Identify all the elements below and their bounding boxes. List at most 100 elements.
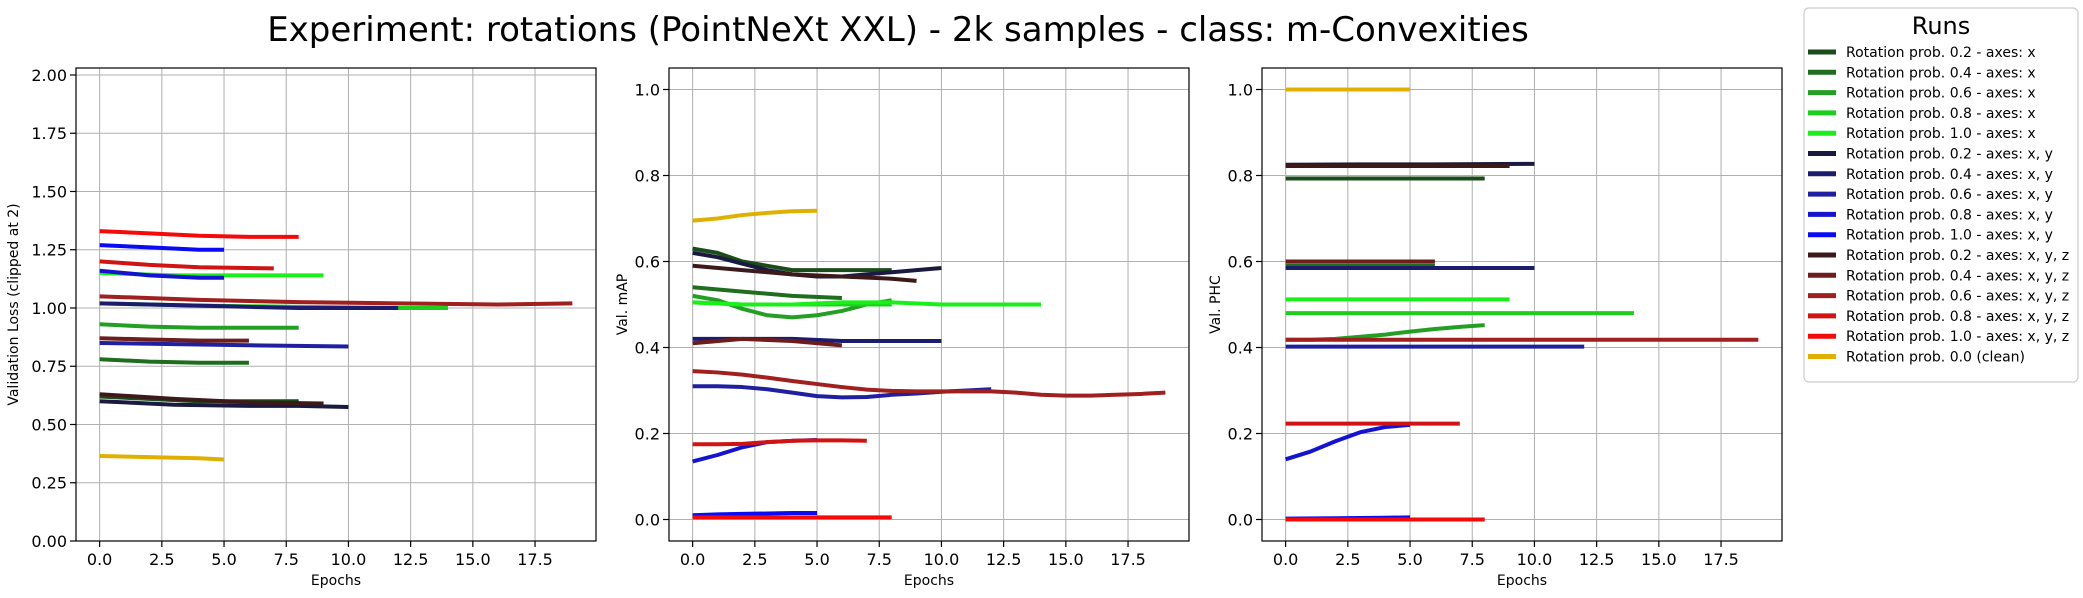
legend-label: Rotation prob. 1.0 - axes: x, y, z bbox=[1846, 329, 2069, 345]
series-group bbox=[692, 208, 1166, 520]
legend-label: Rotation prob. 0.4 - axes: x, y bbox=[1846, 167, 2053, 183]
y-tick-label: 0.50 bbox=[31, 415, 67, 434]
x-tick-label: 5.0 bbox=[1397, 550, 1422, 569]
series-line-3 bbox=[692, 293, 893, 320]
y-tick-label: 0.0 bbox=[635, 511, 660, 530]
x-tick-label: 5.0 bbox=[211, 550, 236, 569]
series-line-10 bbox=[99, 243, 225, 252]
series-line-14 bbox=[692, 438, 867, 447]
y-tick-label: 0.8 bbox=[635, 167, 660, 186]
x-tick-label: 12.5 bbox=[1579, 550, 1615, 569]
series-line-10 bbox=[692, 511, 818, 518]
series-line-11 bbox=[99, 392, 324, 406]
x-tick-label: 15.0 bbox=[1641, 550, 1677, 569]
y-tick-label: 0.4 bbox=[1228, 339, 1253, 358]
x-tick-label: 17.5 bbox=[517, 550, 553, 569]
legend-label: Rotation prob. 1.0 - axes: x bbox=[1846, 126, 2036, 142]
x-tick-label: 0.0 bbox=[680, 550, 705, 569]
legend-label: Rotation prob. 0.6 - axes: x, y bbox=[1846, 187, 2053, 203]
legend-entry: Rotation prob. 0.4 - axes: x bbox=[1808, 65, 2036, 81]
y-tick-label: 0.75 bbox=[31, 357, 67, 376]
y-tick-label: 1.0 bbox=[1228, 81, 1253, 100]
x-tick-label: 2.5 bbox=[742, 550, 767, 569]
y-tick-label: 0.8 bbox=[1228, 167, 1253, 186]
y-tick-label: 0.4 bbox=[635, 339, 660, 358]
y-axis-label: Val. PHC bbox=[1208, 275, 1224, 334]
series-line-14 bbox=[99, 259, 274, 271]
x-tick-label: 7.5 bbox=[1460, 550, 1485, 569]
series-line-16 bbox=[99, 453, 225, 462]
x-tick-label: 0.0 bbox=[87, 550, 112, 569]
legend-entry: Rotation prob. 1.0 - axes: x bbox=[1808, 126, 2036, 142]
legend-label: Rotation prob. 0.2 - axes: x bbox=[1846, 45, 2036, 61]
series-line-8 bbox=[99, 340, 349, 349]
legend-label: Rotation prob. 0.6 - axes: x, y, z bbox=[1846, 289, 2069, 305]
legend-entry: Rotation prob. 1.0 - axes: x, y bbox=[1808, 228, 2053, 244]
legend-label: Rotation prob. 0.8 - axes: x bbox=[1846, 106, 2036, 122]
y-tick-label: 1.50 bbox=[31, 182, 67, 201]
x-tick-label: 17.5 bbox=[1703, 550, 1739, 569]
legend-title: Runs bbox=[1912, 12, 1971, 40]
x-tick-label: 7.5 bbox=[867, 550, 892, 569]
y-tick-label: 0.0 bbox=[1228, 511, 1253, 530]
series-line-12 bbox=[99, 336, 249, 343]
legend-entry: Rotation prob. 0.2 - axes: x, y bbox=[1808, 147, 2053, 163]
legend: Runs Rotation prob. 0.2 - axes: x Rotation… bbox=[1803, 7, 2079, 383]
legend-label: Rotation prob. 0.6 - axes: x bbox=[1846, 86, 2036, 102]
y-tick-label: 1.0 bbox=[635, 81, 660, 100]
y-tick-label: 0.6 bbox=[635, 253, 660, 272]
axes-frame bbox=[75, 67, 597, 542]
x-axis-label: Epochs bbox=[904, 573, 954, 589]
series-line-3 bbox=[1285, 323, 1485, 342]
series-group bbox=[1285, 87, 1759, 522]
legend-label: Rotation prob. 1.0 - axes: x, y bbox=[1846, 228, 2053, 244]
y-axis-label: Val. mAP bbox=[615, 274, 631, 336]
chart-panel-3: 0.0 2.5 5.0 7.5 10.0 12.5 15.0 17.5 0.0 0.2 0.4 0.6… bbox=[1208, 67, 1783, 589]
legend-label: Rotation prob. 0.2 - axes: x, y bbox=[1846, 147, 2053, 163]
legend-label: Rotation prob. 0.8 - axes: x, y bbox=[1846, 207, 2053, 223]
legend-entry: Rotation prob. 0.6 - axes: x bbox=[1808, 86, 2036, 102]
x-tick-label: 10.0 bbox=[331, 550, 367, 569]
series-line-16 bbox=[692, 208, 818, 223]
x-tick-label: 5.0 bbox=[804, 550, 829, 569]
y-tick-label: 2.00 bbox=[31, 66, 67, 85]
series-line-2 bbox=[99, 357, 249, 365]
series-line-15 bbox=[99, 229, 299, 239]
y-axis-label: Validation Loss (clipped at 2) bbox=[6, 203, 22, 405]
series-line-2 bbox=[692, 285, 843, 301]
legend-entry: Rotation prob. 0.0 (clean) bbox=[1808, 350, 2025, 366]
x-tick-label: 7.5 bbox=[274, 550, 299, 569]
legend-entry: Rotation prob. 0.6 - axes: x, y, z bbox=[1808, 289, 2069, 305]
y-tick-label: 1.75 bbox=[31, 124, 67, 143]
axes-frame bbox=[1261, 67, 1783, 542]
legend-entry: Rotation prob. 0.6 - axes: x, y bbox=[1808, 187, 2053, 203]
legend-frame bbox=[1803, 7, 2079, 383]
y-tick-label: 0.6 bbox=[1228, 253, 1253, 272]
x-tick-label: 2.5 bbox=[149, 550, 174, 569]
legend-entry: Rotation prob. 0.8 - axes: x, y bbox=[1808, 207, 2053, 223]
chart-panel-2: 0.0 2.5 5.0 7.5 10.0 12.5 15.0 17.5 0.0 0.2 0.4 0.6… bbox=[615, 67, 1190, 589]
series-line-9 bbox=[1285, 422, 1411, 462]
series-line-7 bbox=[99, 301, 399, 310]
y-tick-label: 1.00 bbox=[31, 299, 67, 318]
legend-entry: Rotation prob. 0.2 - axes: x, y, z bbox=[1808, 248, 2069, 264]
series-line-12 bbox=[692, 336, 843, 348]
legend-label: Rotation prob. 0.4 - axes: x, y, z bbox=[1846, 268, 2069, 284]
x-axis-label: Epochs bbox=[1497, 573, 1547, 589]
y-tick-label: 0.00 bbox=[31, 532, 67, 551]
legend-entry: Rotation prob. 0.4 - axes: x, y, z bbox=[1808, 268, 2069, 284]
figure-title: Experiment: rotations (PointNeXt XXL) - … bbox=[267, 10, 1529, 50]
axes-frame bbox=[668, 67, 1190, 542]
series-line-6 bbox=[99, 399, 349, 410]
y-tick-label: 0.2 bbox=[635, 425, 660, 444]
legend-entry: Rotation prob. 0.4 - axes: x, y bbox=[1808, 167, 2053, 183]
legend-label: Rotation prob. 0.8 - axes: x, y, z bbox=[1846, 309, 2069, 325]
x-tick-label: 12.5 bbox=[986, 550, 1022, 569]
y-tick-label: 1.25 bbox=[31, 241, 67, 260]
x-tick-label: 10.0 bbox=[1517, 550, 1553, 569]
legend-entry: Rotation prob. 0.8 - axes: x, y, z bbox=[1808, 309, 2069, 325]
series-group bbox=[99, 229, 573, 462]
legend-entry: Rotation prob. 0.2 - axes: x bbox=[1808, 45, 2036, 61]
x-tick-label: 12.5 bbox=[393, 550, 429, 569]
series-line-13 bbox=[99, 294, 573, 307]
